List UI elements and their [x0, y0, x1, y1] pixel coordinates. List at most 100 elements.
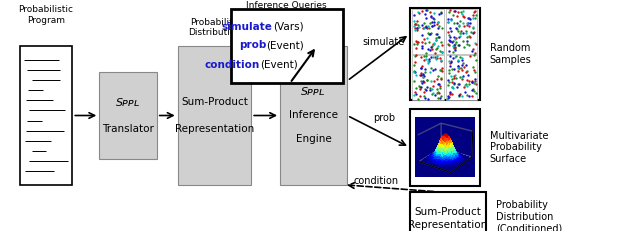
Point	[421, 25, 431, 28]
Point	[414, 11, 424, 14]
Point	[424, 59, 435, 62]
Point	[420, 96, 430, 100]
Point	[451, 55, 461, 58]
Point	[445, 35, 455, 39]
Point	[433, 44, 444, 48]
Point	[455, 55, 465, 58]
Point	[410, 61, 420, 64]
Point	[463, 43, 474, 47]
Point	[412, 27, 422, 30]
Point	[422, 79, 432, 82]
Point	[424, 10, 435, 13]
Point	[409, 19, 419, 23]
Point	[419, 26, 429, 30]
Point	[427, 24, 437, 28]
Point	[436, 50, 447, 54]
Point	[453, 58, 463, 62]
Point	[409, 70, 419, 74]
Point	[447, 85, 457, 89]
Point	[451, 36, 461, 40]
Point	[450, 37, 460, 41]
Point	[420, 12, 430, 16]
Point	[426, 79, 436, 83]
Point	[458, 14, 468, 18]
Point	[454, 66, 464, 70]
Text: Probability
Distribution
(Conditioned): Probability Distribution (Conditioned)	[496, 200, 563, 231]
Point	[464, 34, 474, 38]
Point	[416, 79, 426, 83]
Point	[454, 34, 465, 38]
Point	[432, 56, 442, 60]
Point	[411, 86, 421, 90]
Point	[432, 33, 442, 36]
Point	[411, 46, 421, 49]
Point	[456, 31, 466, 35]
Point	[470, 9, 480, 12]
Point	[421, 79, 431, 82]
Point	[419, 75, 429, 79]
Point	[414, 26, 424, 29]
Point	[460, 85, 470, 89]
Point	[451, 46, 461, 49]
Point	[430, 93, 440, 97]
Point	[427, 20, 437, 24]
Point	[450, 48, 460, 52]
Point	[462, 93, 472, 97]
Point	[412, 23, 422, 27]
Point	[453, 69, 463, 73]
Point	[456, 10, 467, 13]
Point	[431, 38, 441, 41]
Point	[444, 95, 454, 98]
Point	[470, 79, 480, 82]
Point	[429, 41, 440, 45]
Point	[425, 49, 435, 52]
Point	[410, 26, 420, 30]
Point	[434, 12, 444, 16]
Point	[433, 36, 444, 39]
FancyBboxPatch shape	[178, 46, 252, 185]
Point	[436, 43, 447, 47]
Point	[463, 21, 474, 25]
Text: Random
Samples: Random Samples	[490, 43, 531, 65]
Point	[447, 40, 458, 43]
Point	[429, 51, 440, 55]
Point	[444, 83, 454, 87]
Point	[444, 33, 454, 36]
Point	[449, 44, 459, 47]
FancyBboxPatch shape	[20, 46, 72, 185]
Point	[429, 11, 439, 15]
Point	[461, 69, 472, 73]
Text: Engine: Engine	[296, 134, 332, 144]
Text: Representation: Representation	[175, 124, 254, 134]
Point	[463, 82, 474, 85]
Point	[436, 10, 446, 14]
Point	[467, 88, 477, 92]
Point	[447, 44, 458, 48]
Point	[428, 47, 438, 51]
Point	[453, 29, 463, 33]
Point	[469, 10, 479, 14]
Point	[445, 60, 456, 63]
Point	[463, 16, 474, 20]
Text: Sum-Product: Sum-Product	[181, 97, 248, 107]
Point	[465, 35, 475, 39]
FancyBboxPatch shape	[99, 72, 157, 159]
Point	[470, 77, 480, 81]
Point	[426, 15, 436, 19]
Point	[458, 62, 468, 65]
Point	[429, 18, 439, 21]
Point	[428, 42, 438, 45]
Text: condition: condition	[205, 60, 260, 70]
Point	[421, 88, 431, 92]
Point	[460, 83, 470, 87]
Point	[464, 24, 474, 27]
Point	[434, 35, 444, 39]
Point	[416, 73, 426, 77]
Point	[413, 40, 423, 44]
Point	[432, 88, 442, 91]
Point	[428, 84, 438, 88]
Point	[415, 85, 426, 89]
Point	[429, 67, 440, 70]
Point	[460, 90, 470, 94]
Point	[456, 69, 467, 72]
